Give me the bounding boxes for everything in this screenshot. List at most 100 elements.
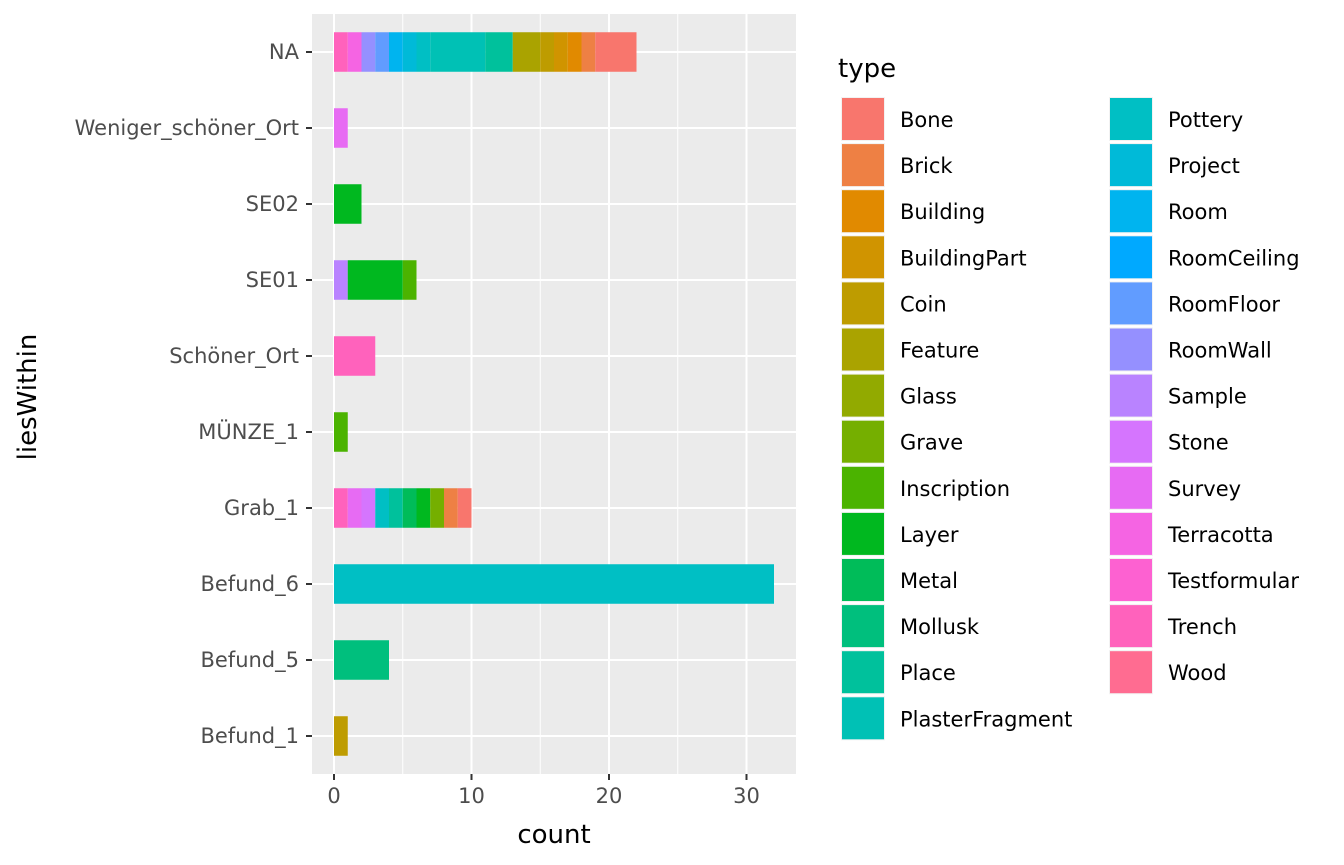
legend-swatch-testformular	[1110, 559, 1152, 601]
bar-grab-1-layer	[416, 488, 431, 528]
y-tick-label: Weniger_schöner_Ort	[75, 116, 299, 141]
legend-label-wood: Wood	[1168, 661, 1227, 685]
bar-na-building	[567, 32, 582, 72]
bar-grab-1-metal	[402, 488, 417, 528]
legend-swatch-layer	[842, 512, 884, 555]
legend-label-project: Project	[1168, 154, 1240, 178]
bar-na-trench	[334, 32, 348, 72]
bar-na-place	[485, 32, 513, 72]
legend-swatch-pottery	[1110, 98, 1152, 140]
legend: Bone Brick Building BuildingPart Coin Feature…	[841, 97, 1300, 741]
legend-swatch-roomwall	[1110, 328, 1152, 371]
legend-label-glass: Glass	[900, 385, 957, 409]
bar-na-bone	[595, 32, 637, 72]
legend-label-place: Place	[900, 661, 956, 685]
bar-se01-sample	[334, 260, 348, 300]
bar-na-project	[402, 32, 417, 72]
bar-sch-ner-ort-trench	[334, 336, 376, 376]
bar-na-buildingpart	[554, 32, 568, 72]
legend-swatch-metal	[842, 559, 884, 601]
legend-label-roomfloor: RoomFloor	[1168, 292, 1280, 316]
bar-na-roomfloor	[375, 32, 389, 72]
legend-swatch-survey	[1110, 466, 1152, 509]
legend-swatch-trench	[1110, 605, 1152, 648]
legend-label-inscription: Inscription	[900, 477, 1010, 501]
y-tick-label: NA	[269, 40, 300, 64]
bar-na-terracotta	[347, 32, 362, 72]
legend-swatch-roomfloor	[1110, 282, 1152, 325]
bar-grab-1-survey	[347, 488, 362, 528]
legend-label-survey: Survey	[1168, 477, 1241, 501]
x-axis: 0 10 20 30	[327, 774, 760, 808]
legend-label-metal: Metal	[900, 569, 958, 593]
legend-swatch-project	[1110, 144, 1152, 187]
legend-label-sample: Sample	[1168, 385, 1247, 409]
legend-swatch-building	[842, 190, 884, 233]
legend-label-stone: Stone	[1168, 431, 1229, 455]
y-tick-label: Befund_5	[200, 648, 299, 673]
bar-na-room	[389, 32, 403, 72]
y-tick-label: SE01	[246, 268, 299, 292]
legend-swatch-terracotta	[1110, 512, 1152, 555]
y-tick-label: MÜNZE_1	[198, 419, 299, 445]
bar-befund-6-pottery	[334, 564, 774, 604]
legend-label-trench: Trench	[1167, 615, 1237, 639]
legend-swatch-coin	[842, 282, 884, 325]
legend-label-feature: Feature	[900, 339, 979, 363]
bar-na-pottery	[416, 32, 431, 72]
legend-label-mollusk: Mollusk	[900, 615, 980, 639]
legend-label-layer: Layer	[900, 523, 959, 547]
legend-label-plasterfragment: PlasterFragment	[900, 707, 1072, 731]
x-tick-label: 20	[596, 784, 623, 808]
legend-label-terracotta: Terracotta	[1167, 523, 1274, 547]
legend-label-testformular: Testformular	[1167, 569, 1299, 593]
legend-label-roomceiling: RoomCeiling	[1168, 246, 1300, 270]
y-axis: NA Weniger_schöner_Ort SE02 SE01 Schöner_Ort…	[75, 40, 312, 749]
legend-swatch-plasterfragment	[842, 697, 884, 740]
legend-swatch-roomceiling	[1110, 236, 1152, 279]
bar-na-brick	[581, 32, 596, 72]
bar-grab-1-trench	[334, 488, 348, 528]
legend-swatch-place	[842, 651, 884, 694]
x-tick-label: 0	[327, 784, 340, 808]
bars	[334, 32, 774, 756]
bar-grab-1-bone	[457, 488, 472, 528]
legend-label-roomwall: RoomWall	[1168, 339, 1272, 363]
bar-se01-inscription	[402, 260, 417, 300]
bar-grab-1-pottery	[375, 488, 389, 528]
legend-swatch-mollusk	[842, 605, 884, 648]
legend-swatch-bone	[842, 98, 884, 140]
bar-na-roomwall	[361, 32, 376, 72]
grid-minor	[402, 14, 679, 774]
y-tick-label: Befund_1	[200, 724, 299, 749]
legend-swatch-glass	[842, 374, 884, 417]
legend-swatch-room	[1110, 190, 1152, 233]
bar-na-coin	[540, 32, 554, 72]
bar-weniger-sch-ner-ort-survey	[334, 108, 348, 148]
bar-se01-layer	[347, 260, 403, 300]
x-axis-title: count	[517, 820, 590, 850]
legend-swatch-sample	[1110, 374, 1152, 417]
legend-swatch-brick	[842, 144, 884, 187]
bar-grab-1-grave	[430, 488, 444, 528]
bar-na-feature	[512, 32, 541, 72]
legend-label-pottery: Pottery	[1168, 108, 1243, 132]
legend-swatch-buildingpart	[842, 236, 884, 279]
bar-na-plasterfragment	[430, 32, 486, 72]
legend-swatch-feature	[842, 328, 884, 371]
legend-label-buildingpart: BuildingPart	[900, 246, 1027, 270]
x-tick-label: 30	[733, 784, 760, 808]
legend-title: type	[838, 54, 896, 84]
bar-se02-layer	[334, 184, 362, 224]
legend-swatch-wood	[1110, 651, 1152, 694]
legend-swatch-grave	[842, 420, 884, 463]
legend-label-brick: Brick	[900, 154, 953, 178]
bar-grab-1-brick	[444, 488, 458, 528]
bar-befund-5-mollusk	[334, 640, 389, 680]
plot-panel	[312, 14, 796, 774]
legend-label-coin: Coin	[900, 292, 947, 316]
y-tick-label: Befund_6	[200, 572, 299, 597]
y-axis-title: liesWithin	[13, 334, 43, 461]
bar-befund-1-coin	[334, 716, 348, 756]
